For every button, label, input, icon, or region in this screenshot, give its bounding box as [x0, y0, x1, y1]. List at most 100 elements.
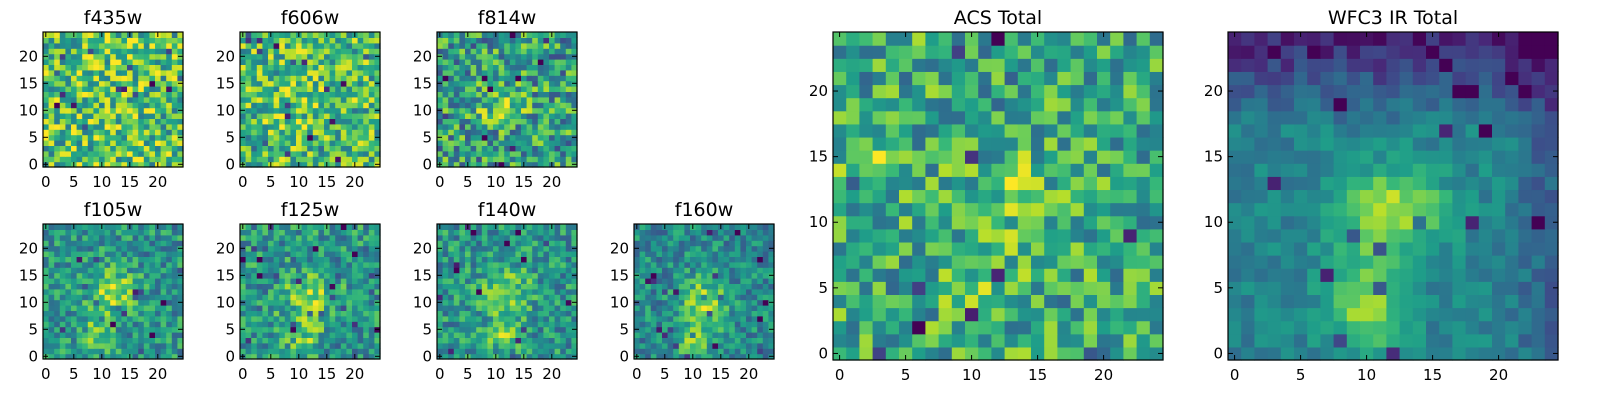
heatmap-cell	[651, 278, 657, 284]
heatmap-cell	[454, 86, 460, 92]
heatmap-cell	[504, 294, 510, 300]
heatmap-cell	[527, 81, 533, 87]
heatmap-cell	[696, 224, 702, 230]
heatmap-cell	[88, 118, 94, 124]
heatmap-cell	[499, 37, 505, 43]
heatmap-cell	[290, 305, 296, 311]
heatmap-cell	[358, 113, 364, 119]
heatmap-cell	[346, 321, 352, 327]
heatmap-cell	[262, 321, 268, 327]
heatmap-cell	[166, 283, 172, 289]
heatmap-cell	[358, 251, 364, 257]
heatmap-cell	[161, 332, 167, 338]
heatmap-cell	[476, 129, 482, 135]
heatmap-cell	[912, 242, 926, 256]
heatmap-cell	[71, 124, 77, 130]
heatmap-cell	[335, 337, 341, 343]
heatmap-cell	[899, 229, 913, 243]
heatmap-cell	[459, 102, 465, 108]
heatmap-cell	[437, 267, 443, 273]
heatmap-cell	[127, 332, 133, 338]
heatmap-cell	[504, 305, 510, 311]
heatmap-cell	[60, 316, 66, 322]
heatmap-cell	[724, 348, 730, 354]
heatmap-cell	[155, 240, 161, 246]
heatmap-cell	[1044, 281, 1058, 295]
heatmap-cell	[459, 273, 465, 279]
heatmap-cell	[285, 108, 291, 114]
heatmap-cell	[335, 64, 341, 70]
x-tick-label: 0	[435, 173, 445, 191]
heatmap-cell	[71, 229, 77, 235]
heatmap-cell	[833, 163, 847, 177]
heatmap-cell	[515, 235, 521, 241]
x-tick-label: 15	[317, 365, 336, 383]
heatmap-cell	[155, 97, 161, 103]
heatmap-cell	[740, 305, 746, 311]
heatmap-cell	[555, 156, 561, 162]
heatmap-cell	[149, 37, 155, 43]
heatmap-cell	[566, 327, 572, 333]
heatmap-cell	[110, 332, 116, 338]
heatmap-cell	[476, 246, 482, 252]
heatmap-cell	[443, 48, 449, 54]
heatmap-cell	[149, 108, 155, 114]
heatmap-cell	[527, 124, 533, 130]
heatmap-cell	[307, 145, 313, 151]
heatmap-cell	[274, 240, 280, 246]
heatmap-cell	[138, 113, 144, 119]
heatmap-cell	[335, 48, 341, 54]
heatmap-cell	[1057, 176, 1071, 190]
heatmap-cell	[352, 240, 358, 246]
heatmap-cell	[499, 321, 505, 327]
heatmap-cell	[487, 129, 493, 135]
heatmap-cell	[978, 321, 992, 335]
heatmap-cell	[459, 348, 465, 354]
heatmap-cell	[662, 310, 668, 316]
heatmap-cell	[274, 43, 280, 49]
heatmap-cell	[543, 316, 549, 322]
heatmap-cell	[560, 37, 566, 43]
heatmap-cell	[476, 151, 482, 157]
heatmap-cell	[555, 37, 561, 43]
heatmap-cell	[833, 294, 847, 308]
heatmap-cell	[369, 327, 375, 333]
heatmap-cell	[662, 262, 668, 268]
heatmap-cell	[515, 37, 521, 43]
heatmap-cell	[471, 37, 477, 43]
heatmap-cell	[978, 203, 992, 217]
heatmap-cell	[1137, 203, 1151, 217]
heatmap-cell	[560, 235, 566, 241]
heatmap-cell	[645, 321, 651, 327]
heatmap-cell	[88, 267, 94, 273]
heatmap-cell	[257, 118, 263, 124]
heatmap-cell	[324, 75, 330, 81]
heatmap-cell	[133, 246, 139, 252]
heatmap-cell	[510, 48, 516, 54]
heatmap-cell	[651, 300, 657, 306]
heatmap-cell	[476, 70, 482, 76]
heatmap-cell	[274, 156, 280, 162]
heatmap-cell	[144, 321, 150, 327]
heatmap-cell	[662, 327, 668, 333]
heatmap-cell	[1071, 255, 1085, 269]
heatmap-cell	[668, 310, 674, 316]
heatmap-cell	[443, 262, 449, 268]
heatmap-cell	[752, 348, 758, 354]
heatmap-cell	[330, 135, 336, 141]
heatmap-cell	[532, 102, 538, 108]
heatmap-cell	[493, 229, 499, 235]
heatmap-cell	[465, 140, 471, 146]
heatmap-cell	[54, 300, 60, 306]
heatmap-cell	[454, 300, 460, 306]
heatmap-cell	[690, 273, 696, 279]
heatmap-cell	[88, 97, 94, 103]
heatmap-cell	[684, 278, 690, 284]
heatmap-cell	[471, 229, 477, 235]
heatmap-cell	[149, 267, 155, 273]
heatmap-cell	[279, 337, 285, 343]
heatmap-cell	[352, 145, 358, 151]
heatmap-cell	[886, 281, 900, 295]
heatmap-cell	[341, 289, 347, 295]
